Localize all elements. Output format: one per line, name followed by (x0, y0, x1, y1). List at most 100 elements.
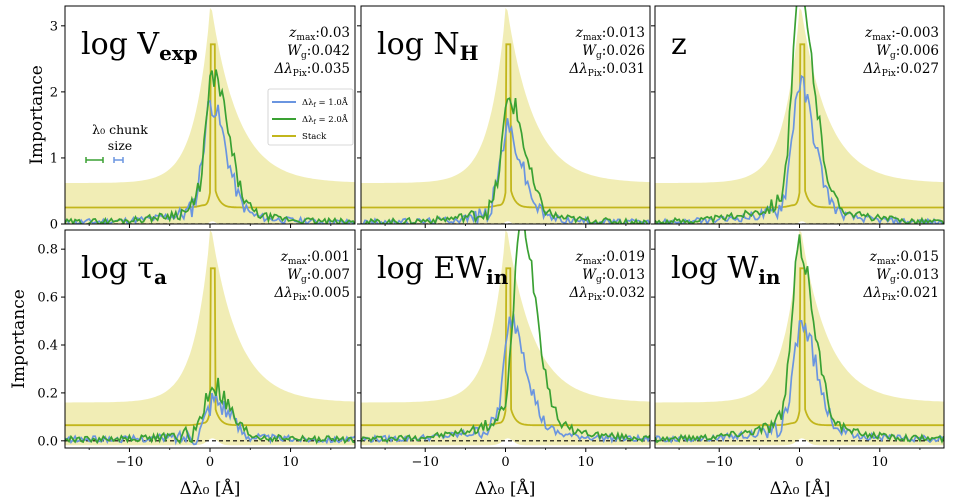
stat-wg-value: :0.042 (307, 43, 350, 59)
legend-stack-label: Stack (302, 132, 327, 142)
y-tick-label: 0.8 (37, 243, 58, 258)
stat-wg: Wg:0.042 (287, 43, 350, 61)
stat-zmax-symbol: z (575, 25, 584, 41)
x-tick-label: 0 (501, 455, 509, 470)
panel-title-sub: a (154, 265, 167, 289)
stat-dlpix: ΔλPix:0.027 (862, 61, 939, 79)
stat-dlpix: ΔλPix:0.035 (273, 61, 350, 79)
stat-zmax-value: :0.013 (602, 25, 645, 41)
stat-wg-value: :0.006 (896, 43, 939, 59)
stat-zmax-symbol: z (864, 25, 873, 41)
stat-wg-subscript: g (301, 51, 307, 61)
series-line-2A (361, 230, 650, 443)
stat-wg-subscript: g (596, 51, 602, 61)
stat-dlpix-symbol: Δλ (568, 61, 587, 77)
stat-zmax-value: :0.001 (307, 249, 350, 265)
stat-zmax-subscript: max (288, 257, 307, 267)
x-axis-label-1: Δλ₀ [Å] (180, 478, 241, 499)
series-line-2A (65, 377, 355, 445)
stat-zmax: zmax:0.013 (575, 25, 645, 43)
stat-wg-symbol: W (287, 267, 302, 283)
stat-zmax-value: :0.019 (602, 249, 645, 265)
stat-zmax-subscript: max (296, 33, 315, 43)
x-tick-label: 10 (282, 455, 299, 470)
plot-area (65, 7, 355, 224)
y-axis-label-top: Importance (27, 65, 47, 165)
series-line-2A (655, 234, 944, 445)
legend-green-sub: f (314, 119, 317, 126)
stack-series-line (361, 43, 650, 209)
series-line-2A (655, 6, 944, 224)
legend-blue-sub: f (314, 102, 317, 109)
stat-zmax-symbol: z (280, 249, 289, 265)
stat-dlpix-value: :0.021 (896, 285, 939, 301)
y-tick-label: 0.2 (37, 386, 58, 401)
stack-series-line (65, 43, 355, 209)
panel-title: log Vexp (81, 27, 198, 65)
stat-zmax-symbol: z (575, 249, 584, 265)
stat-zmax: zmax:0.03 (288, 25, 350, 43)
y-tick-label: 0.0 (37, 434, 58, 449)
stat-dlpix-subscript: Pix (293, 293, 307, 303)
panel-title-main: log τ (81, 251, 154, 286)
stat-dlpix-value: :0.005 (307, 285, 350, 301)
plot-area (655, 6, 944, 224)
panel-title-main: log EW (377, 251, 486, 286)
stack-series-line (655, 267, 944, 427)
stat-wg: Wg:0.006 (876, 43, 939, 61)
legend-blue-label: Δλf = 1.0Å (302, 96, 349, 109)
y-tick-label: 0.4 (37, 338, 58, 353)
x-tick-label: −10 (706, 455, 733, 470)
stat-wg-symbol: W (876, 267, 891, 283)
legend-green-main: Δλ (302, 115, 314, 125)
stat-wg-symbol: W (582, 43, 597, 59)
stat-wg-value: :0.013 (602, 267, 645, 283)
stat-zmax: zmax:0.015 (869, 249, 939, 267)
y-tick-label: 2 (50, 85, 58, 100)
series-line-2A (65, 69, 355, 224)
stat-zmax-subscript: max (583, 33, 602, 43)
panel-title: log τa (81, 251, 167, 289)
series-line-2A (362, 97, 650, 224)
stat-dlpix-symbol: Δλ (273, 61, 292, 77)
y-tick-label: 1 (50, 151, 58, 166)
stat-dlpix-symbol: Δλ (862, 285, 881, 301)
stat-wg-subscript: g (890, 51, 896, 61)
stat-wg: Wg:0.026 (582, 43, 645, 61)
stat-zmax: zmax:0.019 (575, 249, 645, 267)
stat-zmax-subscript: max (877, 257, 896, 267)
stat-wg: Wg:0.007 (287, 267, 350, 285)
y-tick-label: 0.6 (37, 291, 58, 306)
panel-title: z (671, 27, 687, 62)
x-tick-label: 0 (795, 455, 803, 470)
stat-dlpix-symbol: Δλ (862, 61, 881, 77)
stat-zmax-symbol: z (288, 25, 297, 41)
y-axis-label-bottom: Importance (9, 289, 29, 389)
stat-wg-subscript: g (596, 275, 602, 285)
y-tick-label: 3 (50, 19, 58, 34)
stat-dlpix: ΔλPix:0.031 (568, 61, 645, 79)
legend-stack-main: Stack (302, 132, 327, 142)
stat-dlpix: ΔλPix:0.032 (568, 285, 645, 303)
stat-wg-subscript: g (301, 275, 307, 285)
legend-green-rest: = 2.0Å (316, 113, 349, 125)
legend-green-label: Δλf = 2.0Å (302, 113, 349, 126)
plot-area (65, 230, 355, 446)
stat-dlpix-value: :0.031 (602, 61, 645, 77)
legend-blue-main: Δλ (302, 98, 314, 108)
y-tick-label: 0 (50, 218, 58, 233)
stat-dlpix-subscript: Pix (588, 69, 602, 79)
panel-title-sub: exp (159, 41, 198, 65)
plot-area (655, 230, 944, 446)
stat-dlpix-symbol: Δλ (568, 285, 587, 301)
stat-dlpix-value: :0.027 (896, 61, 939, 77)
plot-area (361, 230, 650, 446)
panel-title: log EWin (377, 251, 509, 289)
x-tick-label: −10 (116, 455, 143, 470)
panel-title-main: log N (377, 27, 460, 62)
